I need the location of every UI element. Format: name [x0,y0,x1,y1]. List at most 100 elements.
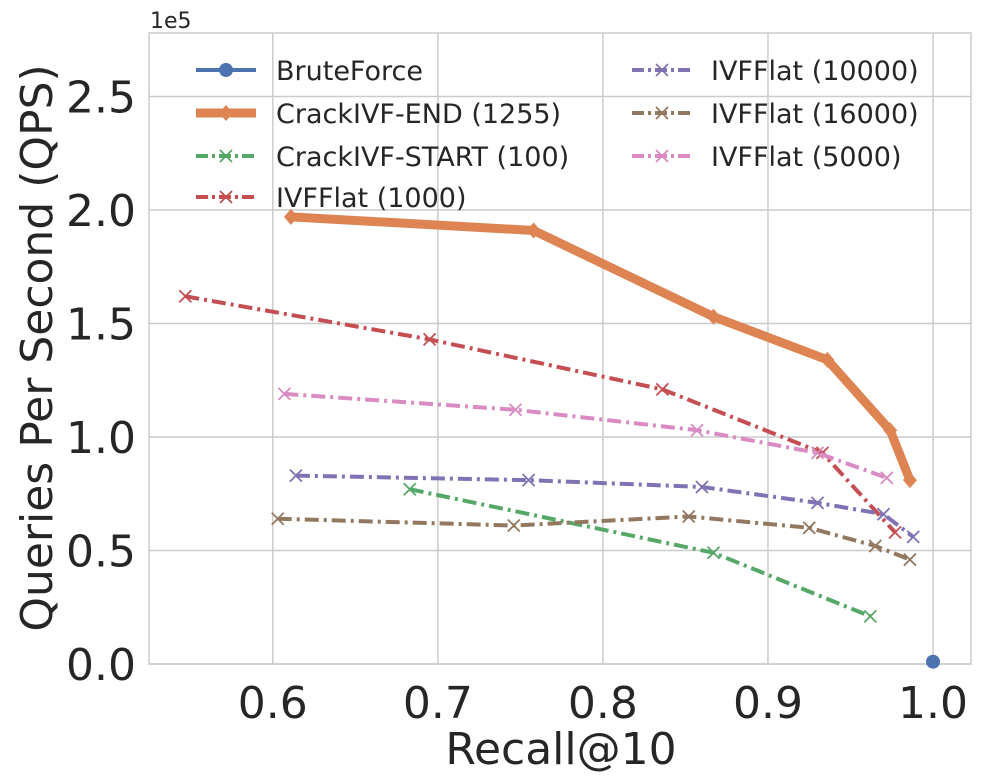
data-point [863,609,877,623]
x-tick-label: 1.0 [898,678,968,729]
legend-item: IVFFlat (16000) [632,99,919,130]
series-crackivf-end-1255 [283,208,917,489]
series-ivfflat-1000 [178,289,902,539]
y-tick-label: 0.0 [66,640,136,691]
data-point [888,525,902,539]
data-point [289,468,303,483]
series-line [284,391,888,480]
data-point [883,422,898,439]
data-point [655,63,669,77]
legend: BruteForce CrackIVF-END (1255) CrackIVF-ST… [196,56,919,214]
marker-stroke [695,480,709,494]
marker-stroke [880,471,894,485]
data-point [655,106,669,120]
series-line [277,514,911,562]
data-point [810,496,825,510]
series-bruteforce [926,654,941,669]
y-tick-label: 2.0 [66,186,136,237]
legend-label: CrackIVF-START (100) [276,142,569,173]
data-point [219,149,233,163]
data-point [271,512,285,526]
data-point [219,105,233,121]
marker-stroke [522,473,536,487]
data-point [868,539,882,553]
series-line [409,487,872,619]
data-point [283,208,298,225]
marker-stroke [289,468,303,483]
series-line [290,212,915,482]
plot-frame [148,32,972,665]
marker-stroke [903,552,917,567]
marker-stroke [868,539,882,553]
marker-stroke [706,546,721,560]
data-point [507,518,521,533]
marker-stroke [906,530,920,544]
y-tick-label: 1.0 [66,413,136,464]
y-tick-label: 1.5 [66,300,136,351]
y-offset-label: 1e5 [150,9,192,34]
data-point [706,546,721,560]
marker-stroke [810,446,825,460]
y-axis-label: Queries Per Second (QPS) [12,64,63,631]
marker-stroke [178,289,192,303]
data-point [926,654,941,669]
marker-stroke [655,106,669,120]
marker-stroke [507,518,521,533]
data-point [810,446,825,460]
y-tick-label: 0.5 [66,527,136,578]
legend-item: IVFFlat (10000) [632,56,919,87]
series-ivfflat-10000 [289,468,920,544]
data-point [219,190,233,204]
legend-item: CrackIVF-END (1255) [196,99,561,130]
marker-stroke [888,525,902,539]
legend-label: IVFFlat (16000) [711,99,919,130]
marker-stroke [655,63,669,77]
marker-stroke [876,507,891,521]
x-tick-label: 0.7 [403,678,473,729]
series-ivfflat-5000 [277,387,894,485]
data-point [706,308,721,325]
data-point [508,403,523,417]
x-axis-label: Recall@10 [445,724,676,775]
legend-label: CrackIVF-END (1255) [276,99,561,130]
marker-stroke [403,482,417,496]
data-point [178,289,192,303]
data-point [526,222,541,239]
marker-stroke [219,149,233,163]
data-point [522,473,536,487]
marker-stroke [271,512,285,526]
data-point [403,482,417,496]
data-point [695,480,709,494]
x-tick-label: 0.8 [568,678,638,729]
legend-label: IVFFlat (10000) [711,56,919,87]
data-point [422,332,437,347]
marker-stroke [655,382,669,396]
legend-item: IVFFlat (1000) [196,183,467,214]
marker-stroke [690,423,704,437]
marker-stroke [863,609,877,623]
marker-stroke [277,387,291,401]
data-point [876,507,891,521]
data-point [802,521,816,535]
marker-stroke [508,403,523,417]
y-tick-label: 2.5 [66,73,136,124]
x-tick-label: 0.9 [733,678,803,729]
data-point [880,471,894,485]
legend-item: IVFFlat (5000) [632,142,902,173]
legend-item: CrackIVF-START (100) [196,142,569,173]
legend-label: IVFFlat (5000) [711,142,902,173]
x-tick-label: 0.6 [238,678,308,729]
series-layer [178,208,941,669]
series-ivfflat-16000 [271,509,917,567]
data-point [690,423,704,437]
marker-stroke [682,509,696,524]
marker-stroke [219,190,233,204]
series-crackivf-start-100 [403,482,877,623]
marker-stroke [655,149,669,163]
data-point [902,472,917,489]
tick-labels: 0.6 0.7 0.8 0.9 1.0 0.0 0.5 1.0 1.5 2.0 2.5 [66,73,968,729]
marker-stroke [422,332,437,347]
marker-stroke [802,521,816,535]
legend-item: BruteForce [196,56,423,87]
